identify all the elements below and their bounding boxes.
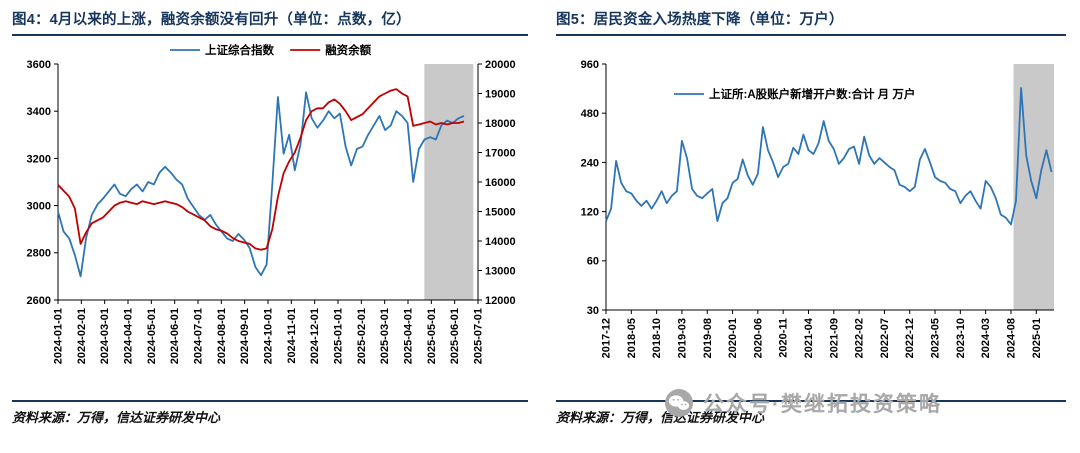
y-axis-right-tick-label: 18000 bbox=[485, 118, 516, 130]
y-axis-tick-label: 2600 bbox=[27, 295, 51, 307]
x-axis-tick-label: 2024-10-01 bbox=[263, 308, 275, 364]
y-axis-right-tick-label: 19000 bbox=[485, 88, 516, 100]
y-axis-tick-label: 960 bbox=[581, 59, 599, 71]
x-axis-tick-label: 2025-01 bbox=[1031, 318, 1043, 358]
x-axis-tick-label: 2022-12 bbox=[904, 318, 916, 358]
y-axis-right-tick-label: 20000 bbox=[485, 59, 516, 71]
figure-5-title: 图5：居民资金入场热度下降（单位：万户） bbox=[556, 12, 844, 28]
series-line-1 bbox=[57, 88, 465, 251]
highlight-band bbox=[424, 64, 474, 300]
x-axis-tick-label: 2024-08-01 bbox=[216, 308, 228, 364]
x-axis-tick-label: 2020-11 bbox=[778, 318, 790, 358]
x-axis-tick-label: 2023-10 bbox=[955, 318, 967, 358]
y-axis-right-tick-label: 16000 bbox=[485, 177, 516, 189]
x-axis-tick-label: 2024-06-01 bbox=[169, 308, 181, 364]
figure-4-panel: 图4：4月以来的上涨，融资余额没有回升（单位：点数，亿） 2600 2800 300… bbox=[12, 12, 528, 425]
legend-label: 上证所:A股账户新增开户数:合计 月 万户 bbox=[709, 87, 915, 101]
legend-label: 融资余额 bbox=[325, 43, 371, 57]
x-axis-tick-label: 2025-01-01 bbox=[333, 308, 345, 364]
legend: 上证所:A股账户新增开户数:合计 月 万户 bbox=[674, 87, 915, 101]
x-axis-tick-label: 2019-08 bbox=[702, 318, 714, 358]
x-axis-tick-label: 2024-05-01 bbox=[146, 308, 158, 364]
x-axis-tick-label: 2020-06 bbox=[752, 318, 764, 358]
y-axis-tick-label: 3200 bbox=[27, 153, 51, 165]
y-axis-tick-label: 240 bbox=[581, 157, 599, 169]
x-axis-tick-label: 2025-06-01 bbox=[449, 308, 461, 364]
y-axis-right-tick-label: 12000 bbox=[485, 295, 516, 307]
y-axis-tick-label: 120 bbox=[581, 206, 599, 218]
y-axis-tick-label: 3000 bbox=[27, 200, 51, 212]
x-axis-tick-label: 2023-05 bbox=[930, 318, 942, 358]
x-axis-tick-label: 2018-05 bbox=[626, 318, 638, 358]
x-axis-tick-label: 2021-04 bbox=[803, 317, 815, 358]
figure-5-panel: 图5：居民资金入场热度下降（单位：万户） 960 480 240 120 60 30 201… bbox=[540, 0, 1080, 453]
x-axis-tick-label: 2022-02 bbox=[854, 318, 866, 358]
figure-4-title-divider bbox=[12, 34, 528, 36]
x-axis-tick-label: 2020-01 bbox=[727, 318, 739, 358]
x-axis-tick-label: 2024-03 bbox=[980, 318, 992, 358]
figure-4-footer-divider bbox=[12, 400, 528, 402]
y-axis-tick-label: 2800 bbox=[27, 248, 51, 260]
x-axis-tick-label: 2017-12 bbox=[601, 318, 613, 358]
figure-5-footer-divider bbox=[556, 400, 1066, 402]
x-axis-tick-label: 2024-01-01 bbox=[53, 308, 65, 364]
y-axis-tick-label: 3400 bbox=[27, 106, 51, 118]
figure-4-source: 资料来源：万得，信达证券研发中心 bbox=[12, 410, 221, 425]
y-axis-right-tick-label: 14000 bbox=[485, 236, 516, 248]
x-axis-tick-label: 2019-03 bbox=[676, 318, 688, 358]
y-axis-tick-label: 3600 bbox=[27, 59, 51, 71]
figure-4-chart: 2600 2800 3000 3200 3400 3600 12000 13000 14000 1… bbox=[27, 43, 516, 364]
x-axis-tick-label: 2025-05-01 bbox=[426, 308, 438, 364]
x-axis-tick-label: 2024-12-01 bbox=[309, 308, 321, 364]
x-axis-tick-label: 2018-10 bbox=[651, 318, 663, 358]
x-axis-tick-label: 2024-03-01 bbox=[99, 308, 111, 364]
y-axis-tick-label: 30 bbox=[587, 305, 599, 317]
axes bbox=[54, 63, 482, 304]
y-axis-tick-label: 60 bbox=[587, 256, 599, 268]
x-axis-tick-label: 2024-08 bbox=[1005, 318, 1017, 358]
series-line-0 bbox=[57, 91, 465, 278]
x-axis-tick-label: 2024-11-01 bbox=[286, 308, 298, 364]
x-axis-tick-label: 2025-02-01 bbox=[356, 308, 368, 364]
x-axis-tick-label: 2024-07-01 bbox=[193, 308, 205, 364]
legend: 上证综合指数 融资余额 bbox=[170, 43, 372, 57]
x-axis-tick-label: 2022-07 bbox=[879, 318, 891, 358]
y-axis-right-tick-label: 17000 bbox=[485, 147, 516, 159]
figure-4-title: 图4：4月以来的上涨，融资余额没有回升（单位：点数，亿） bbox=[12, 12, 411, 28]
legend-label: 上证综合指数 bbox=[205, 43, 274, 57]
x-axis-tick-label: 2025-07-01 bbox=[473, 308, 485, 364]
axis-labels: 2600 2800 3000 3200 3400 3600 12000 13000 14000 1… bbox=[27, 59, 516, 364]
figure-5-source: 资料来源：万得，信达证券研发中心 bbox=[556, 410, 765, 425]
axes bbox=[602, 63, 1054, 314]
x-axis-tick-label: 2024-09-01 bbox=[239, 308, 251, 364]
y-axis-tick-label: 480 bbox=[581, 108, 599, 120]
x-axis-tick-label: 2021-09 bbox=[828, 318, 840, 358]
x-axis-tick-label: 2024-04-01 bbox=[123, 308, 135, 364]
figure-5-title-divider bbox=[556, 34, 1066, 36]
x-axis-tick-label: 2025-03-01 bbox=[379, 308, 391, 364]
y-axis-right-tick-label: 13000 bbox=[485, 265, 516, 277]
series-line-0 bbox=[605, 87, 1053, 226]
x-axis-tick-label: 2024-02-01 bbox=[76, 308, 88, 364]
x-axis-tick-label: 2025-04-01 bbox=[403, 308, 415, 364]
y-axis-right-tick-label: 15000 bbox=[485, 206, 516, 218]
